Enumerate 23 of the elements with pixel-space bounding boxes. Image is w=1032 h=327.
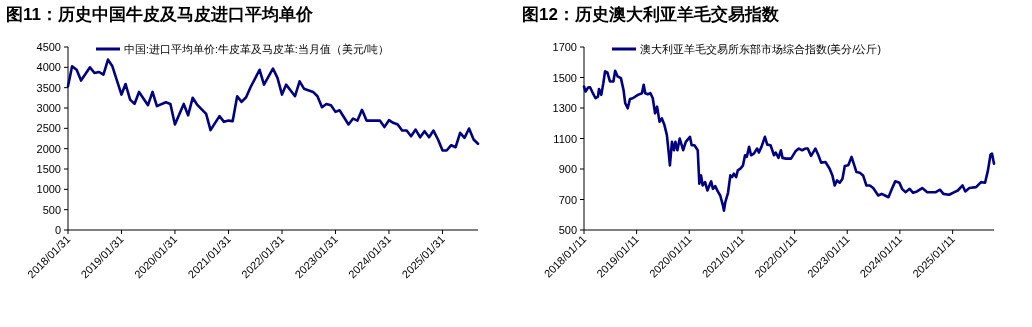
y-tick-label: 3500 — [36, 81, 61, 94]
y-tick-label: 0 — [54, 224, 61, 236]
chart-title: 图12：历史澳大利亚羊毛交易指数 — [522, 5, 780, 24]
y-tick-label: 500 — [558, 224, 577, 236]
y-tick-label: 4500 — [36, 41, 61, 53]
y-tick-label: 1500 — [36, 163, 61, 175]
y-tick-label: 1500 — [552, 71, 577, 84]
legend-label: 澳大利亚羊毛交易所东部市场综合指数(美分/公斤) — [640, 43, 881, 55]
y-tick-label: 1300 — [552, 102, 577, 114]
line-series — [582, 69, 996, 212]
y-tick-label: 1000 — [36, 183, 61, 196]
y-tick-label: 4000 — [36, 61, 61, 74]
y-tick-label: 2000 — [36, 142, 61, 155]
y-tick-label: 2500 — [36, 122, 61, 135]
y-tick-label: 1100 — [553, 132, 577, 145]
chart-title: 图11：历史中国牛皮及马皮进口平均单价 — [6, 5, 314, 24]
y-tick-label: 3000 — [36, 102, 61, 114]
y-tick-label: 500 — [42, 203, 61, 216]
y-tick-label: 900 — [558, 163, 577, 175]
y-tick-label: 1700 — [552, 41, 577, 53]
line-series — [66, 58, 480, 152]
legend-label: 中国:进口平均单价:牛皮革及马皮革:当月值（美元/吨） — [124, 43, 389, 55]
y-tick-label: 700 — [558, 193, 577, 206]
